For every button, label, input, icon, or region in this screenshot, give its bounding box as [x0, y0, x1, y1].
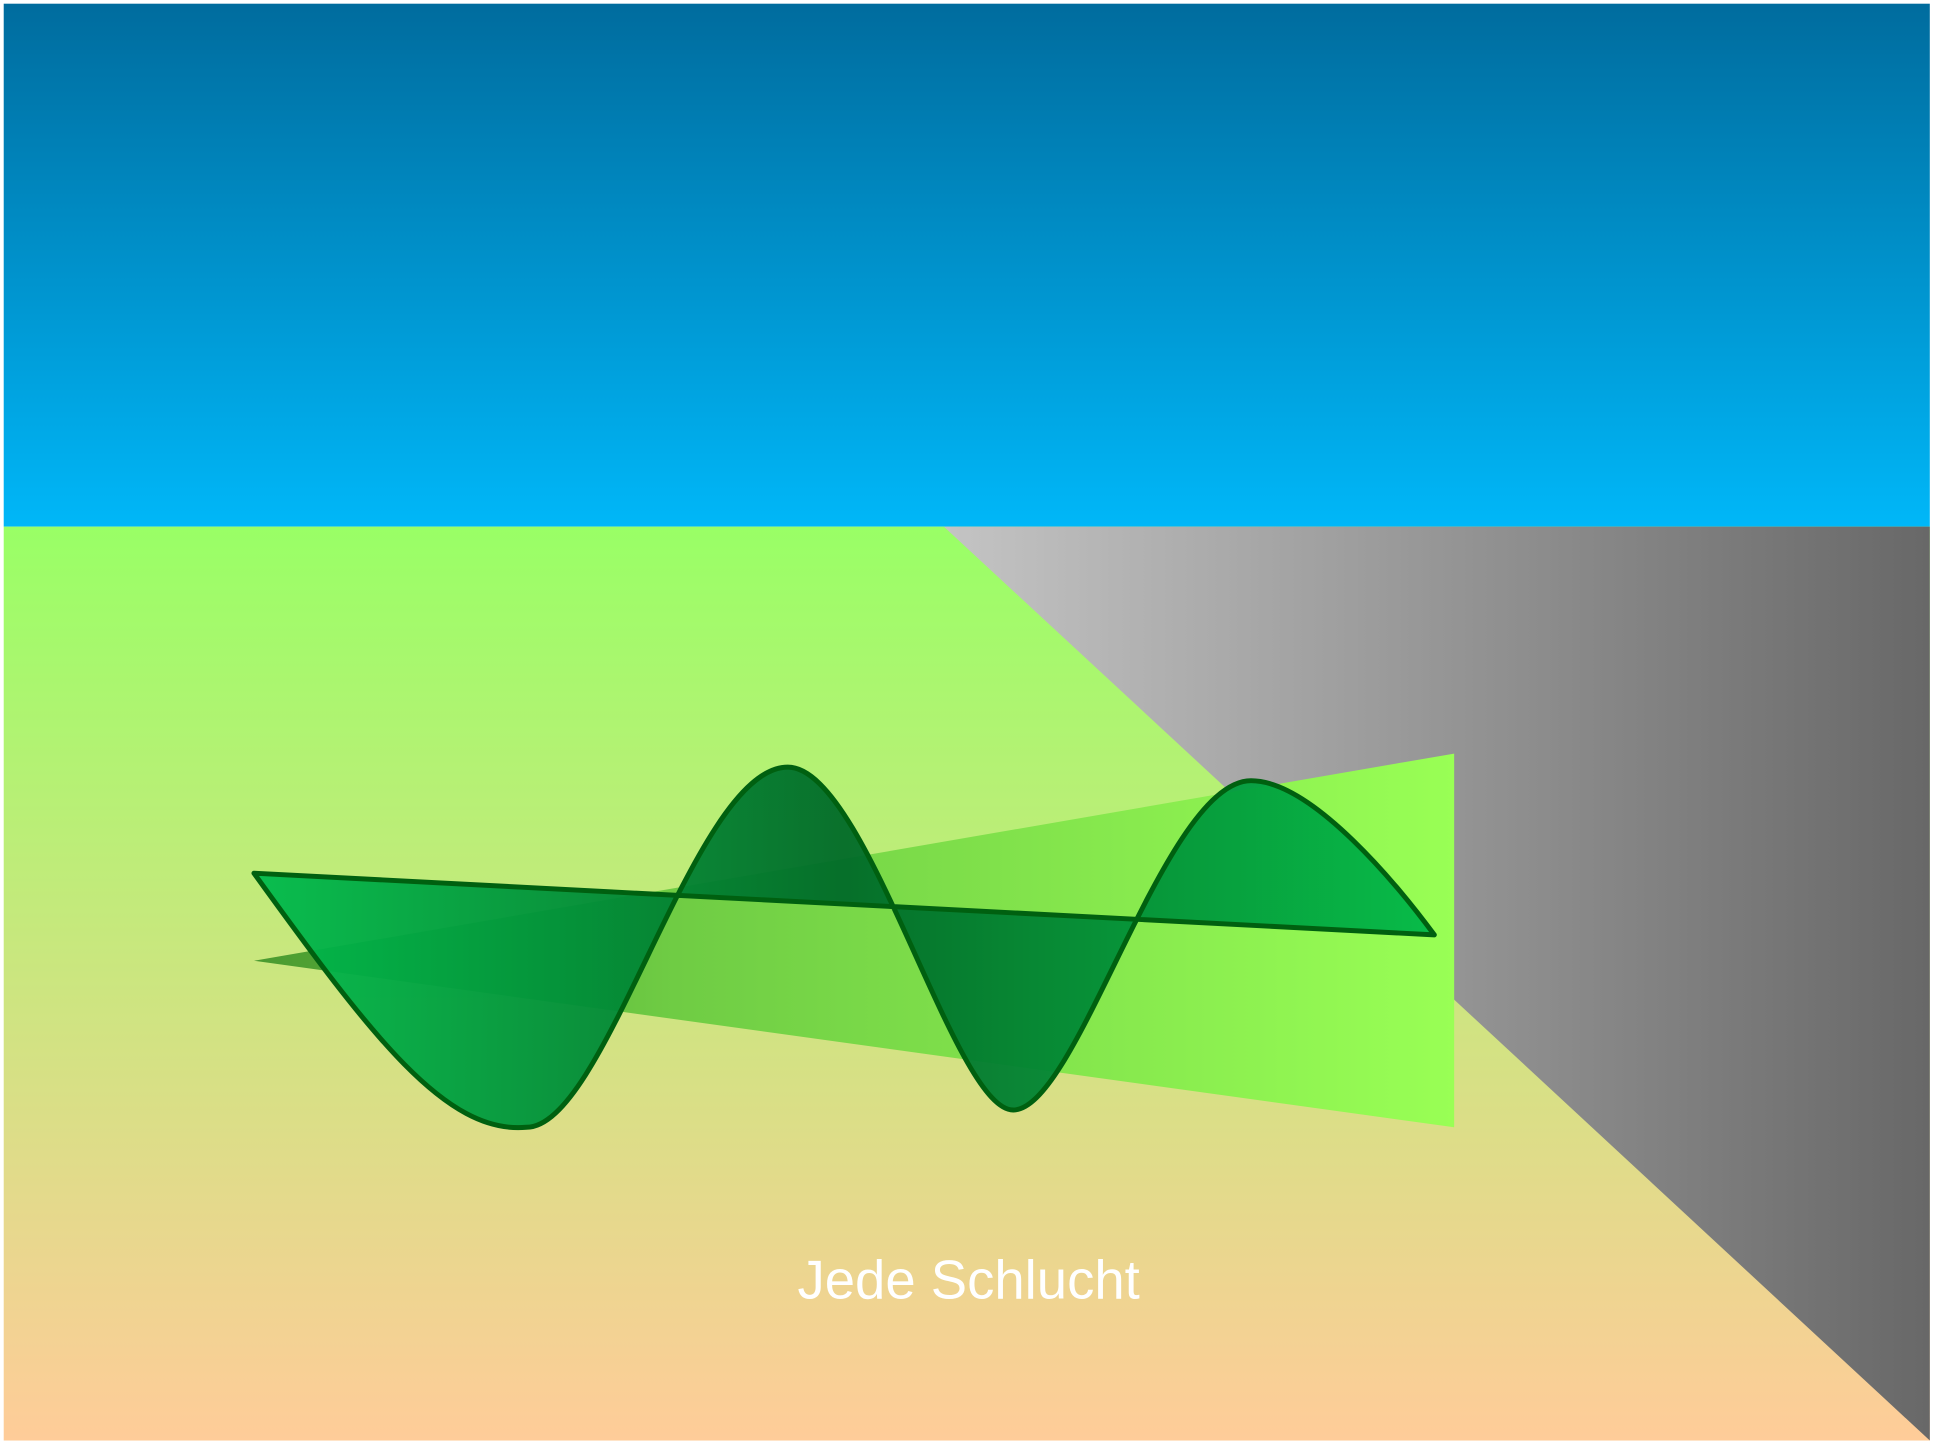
wave	[251, 764, 1437, 1131]
sky	[3, 3, 1930, 527]
caption: Jede Schlucht	[797, 1250, 1139, 1311]
green-plane	[253, 753, 1455, 1128]
